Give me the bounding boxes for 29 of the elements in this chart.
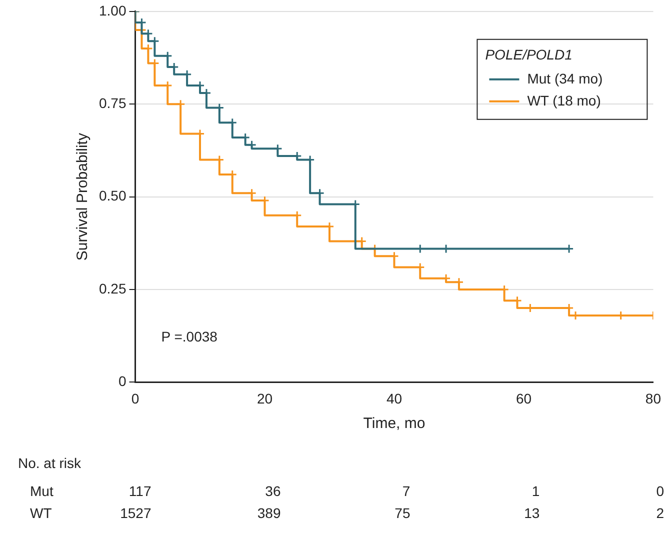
text: 2: [656, 505, 664, 522]
text: No. at risk: [18, 455, 82, 472]
text: 13: [524, 505, 540, 522]
y-axis-title: Survival Probability: [74, 132, 92, 261]
text: 1527: [120, 505, 152, 522]
x-tick-label: 40: [386, 390, 402, 406]
legend-label: WT (18 mo): [527, 92, 601, 108]
text: 7: [402, 483, 410, 500]
text: 1: [532, 483, 540, 500]
y-tick-label: 0.25: [99, 280, 126, 296]
legend-title: POLE/POLD1: [485, 46, 572, 62]
legend-label: Mut (34 mo): [527, 70, 603, 86]
x-tick-label: 20: [256, 390, 273, 406]
text: 36: [265, 483, 281, 500]
y-tick-label: 0.50: [99, 188, 126, 204]
x-tick-label: 80: [645, 390, 662, 406]
x-tick-label: 60: [516, 390, 532, 406]
text: 117: [128, 483, 152, 500]
y-tick-label: 0: [118, 373, 126, 390]
x-axis-title: Time, mo: [363, 415, 426, 432]
x-tick-label: 0: [131, 390, 140, 406]
text: 75: [394, 505, 410, 522]
y-tick-label: 0.75: [99, 94, 126, 111]
text: WT: [30, 505, 52, 522]
text: Mut: [30, 483, 54, 500]
text: 389: [257, 505, 281, 522]
text: 0: [656, 483, 664, 500]
annotation: P =.0038: [161, 328, 218, 345]
y-tick-label: 1.00: [99, 2, 126, 18]
